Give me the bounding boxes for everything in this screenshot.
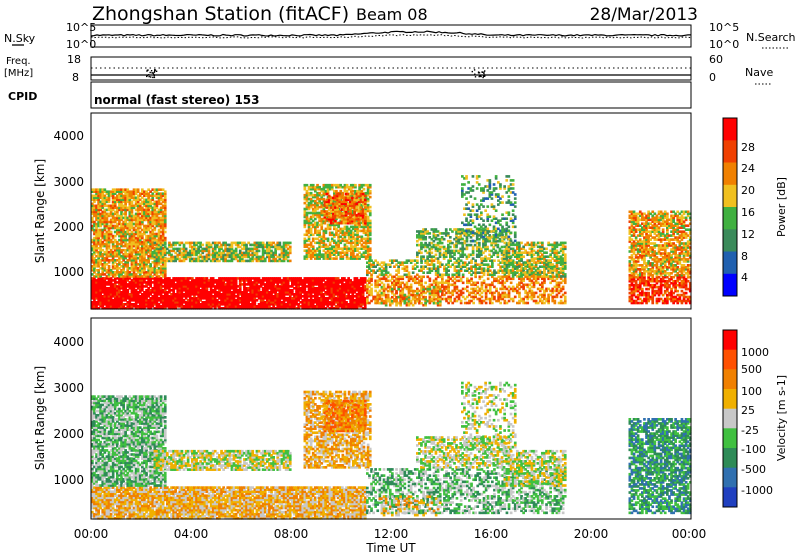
power-cell <box>370 288 373 291</box>
power-cell <box>369 210 372 213</box>
power-cell <box>324 222 327 225</box>
power-cell <box>289 242 292 245</box>
power-cell <box>289 260 292 263</box>
noise-sky-label: N.Sky <box>4 32 36 45</box>
power-heatmap <box>91 113 692 310</box>
power-cell <box>279 242 282 245</box>
nave-point <box>153 74 154 75</box>
power-cell <box>364 199 367 202</box>
power-cell <box>369 196 372 199</box>
power-cell <box>312 245 315 248</box>
noise-left-tick-bottom: 10^0 <box>66 38 96 51</box>
cpid-value: normal (fast stereo) 153 <box>94 93 260 107</box>
power-cell <box>364 220 367 223</box>
power-cell <box>258 250 261 253</box>
nave-point <box>482 72 483 73</box>
power-cell <box>201 244 204 247</box>
power-cell <box>369 184 372 187</box>
power-cell <box>364 195 367 198</box>
freq-label-line1: Freq. <box>6 56 31 67</box>
power-cell <box>369 220 372 223</box>
power-cell <box>370 284 373 287</box>
power-cell <box>364 216 367 219</box>
nave-point <box>479 75 480 76</box>
nave-point <box>150 76 151 77</box>
power-cell <box>383 284 386 287</box>
beam-label: Beam 08 <box>356 5 428 24</box>
nave-point <box>146 70 147 71</box>
power-cell <box>154 242 157 245</box>
power-cell <box>137 188 140 191</box>
power-cell <box>369 247 372 250</box>
power-cell <box>327 238 330 241</box>
nave-point <box>484 76 485 77</box>
power-cell <box>108 265 111 268</box>
noise-search-label: N.Search <box>746 31 796 44</box>
power-cell <box>164 237 167 240</box>
nave-tick-top: 60 <box>709 53 723 66</box>
nave-point <box>483 73 484 74</box>
date-label: 28/Mar/2013 <box>590 5 698 25</box>
power-cell <box>369 253 372 256</box>
nave-point <box>482 77 483 78</box>
nave-point <box>148 74 149 75</box>
freq-tick-top: 18 <box>67 53 81 66</box>
nave-point <box>151 70 152 71</box>
nave-point <box>146 76 147 77</box>
nave-point <box>483 72 484 73</box>
station-title: Zhongshan Station (fitACF) <box>92 3 349 25</box>
nave-point <box>474 69 475 70</box>
nave-point <box>472 71 473 72</box>
nave-tick-bottom: 0 <box>709 71 716 84</box>
nave-point <box>150 72 151 73</box>
nave-point <box>154 77 155 78</box>
noise-right-tick-bottom: 10^0 <box>709 38 739 51</box>
nave-point <box>154 69 155 70</box>
power-cell <box>363 188 366 191</box>
power-cell <box>369 238 372 241</box>
power-cell <box>289 246 292 249</box>
nave-point <box>154 75 155 76</box>
power-cell <box>164 242 167 245</box>
nave-point <box>480 76 481 77</box>
power-cell <box>355 206 358 209</box>
noise-sky-line <box>91 31 691 36</box>
freq-tick-bottom: 8 <box>72 71 79 84</box>
power-cell <box>354 184 357 187</box>
nave-point <box>156 71 157 72</box>
nave-point <box>152 72 153 73</box>
power-cell <box>164 190 167 193</box>
power-cell <box>110 231 113 234</box>
nave-point <box>154 72 155 73</box>
nave-point <box>152 77 153 78</box>
power-cell <box>364 206 367 209</box>
nave-point <box>484 74 485 75</box>
noise-left-tick-top: 10^5 <box>66 21 96 34</box>
power-cell <box>364 210 367 213</box>
power-cell <box>164 231 167 234</box>
power-cell <box>369 206 372 209</box>
freq-label-line2: [MHz] <box>4 68 33 79</box>
nave-point <box>474 74 475 75</box>
nave-point <box>475 76 476 77</box>
nave-scatter <box>146 69 486 78</box>
power-cell <box>369 190 372 193</box>
power-cell <box>185 248 188 251</box>
noise-right-tick-top: 10^5 <box>709 21 739 34</box>
nave-point <box>149 76 150 77</box>
nave-point <box>484 70 485 71</box>
cpid-label: CPID <box>8 90 37 103</box>
power-cell <box>364 277 367 280</box>
nave-label: Nave <box>745 66 773 79</box>
nave-point <box>479 72 480 73</box>
power-cell <box>323 198 326 201</box>
